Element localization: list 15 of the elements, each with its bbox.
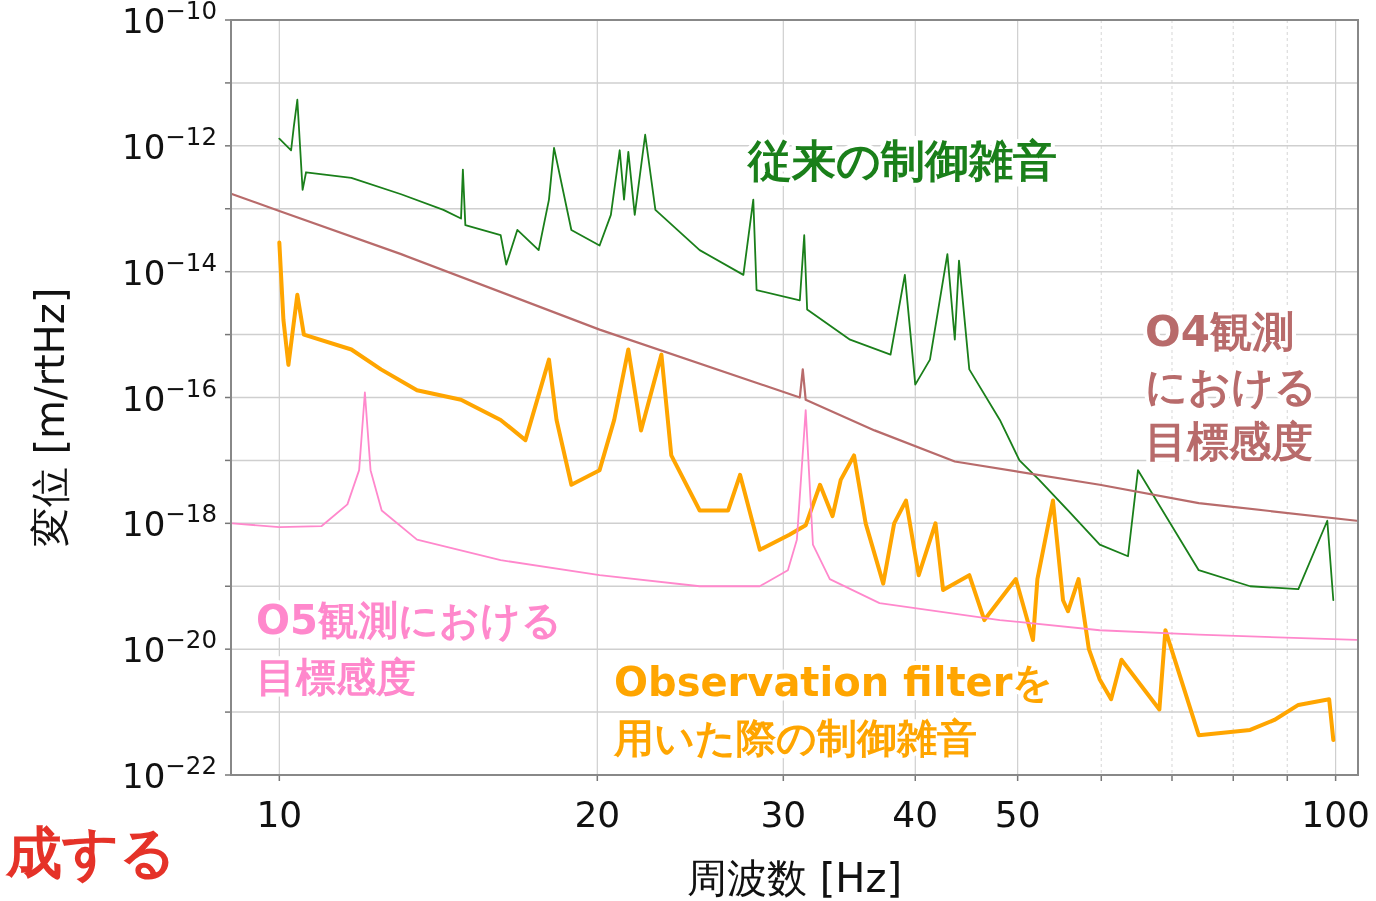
y-tick-label: 10$^{−12}$ [122,121,217,167]
x-tick-label: 40 [892,794,939,835]
y-tick-label: 10$^{−18}$ [122,498,217,545]
x-tick-label: 100 [1301,794,1370,835]
y-tick-label: 10$^{−16}$ [122,373,217,419]
y-tick-label: 10$^{−22}$ [122,750,217,796]
y-tick-label: 10$^{−10}$ [122,0,217,41]
x-axis-title: 周波数 [Hz] [687,855,902,901]
y-axis-title: 変位 [m/rtHz] [27,287,73,548]
y-tick-label: 10$^{−20}$ [122,624,217,671]
x-tick-label: 20 [574,794,621,835]
x-tick-label: 10 [256,794,303,835]
y-tick-label: 10$^{−14}$ [122,247,217,293]
x-tick-label: 50 [994,794,1041,835]
x-tick-label: 30 [760,794,807,835]
